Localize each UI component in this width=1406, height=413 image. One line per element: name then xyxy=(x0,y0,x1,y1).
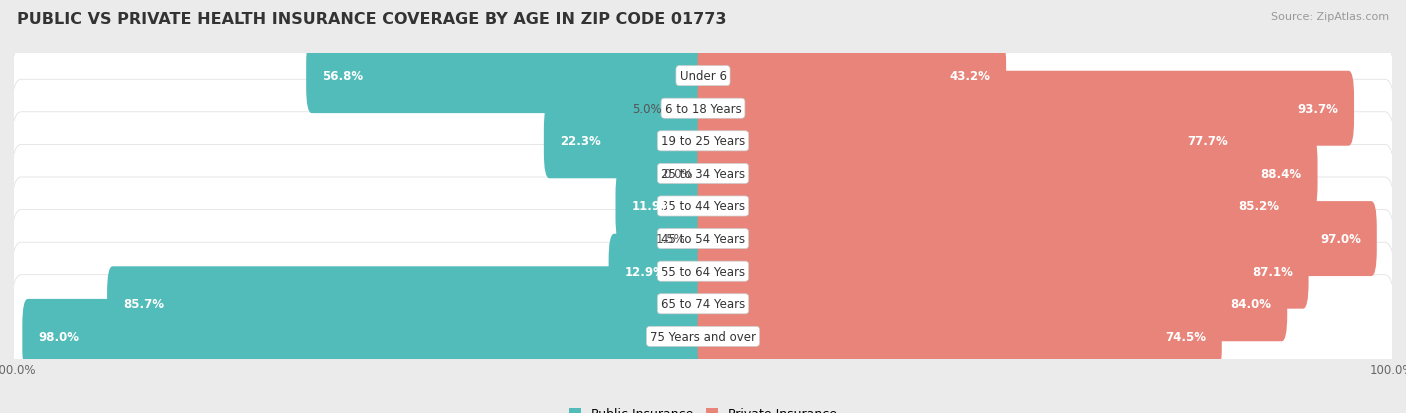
Text: 65 to 74 Years: 65 to 74 Years xyxy=(661,297,745,311)
Text: 84.0%: 84.0% xyxy=(1230,297,1271,311)
FancyBboxPatch shape xyxy=(697,39,1007,114)
Text: 75 Years and over: 75 Years and over xyxy=(650,330,756,343)
Text: 1.5%: 1.5% xyxy=(657,233,686,245)
Text: 35 to 44 Years: 35 to 44 Years xyxy=(661,200,745,213)
FancyBboxPatch shape xyxy=(11,15,1395,138)
Text: 56.8%: 56.8% xyxy=(322,70,363,83)
FancyBboxPatch shape xyxy=(307,39,709,114)
Text: 55 to 64 Years: 55 to 64 Years xyxy=(661,265,745,278)
FancyBboxPatch shape xyxy=(11,80,1395,203)
FancyBboxPatch shape xyxy=(697,71,1354,146)
Text: 11.9%: 11.9% xyxy=(631,200,672,213)
Legend: Public Insurance, Private Insurance: Public Insurance, Private Insurance xyxy=(568,407,838,413)
Text: 85.7%: 85.7% xyxy=(122,297,165,311)
Text: 12.9%: 12.9% xyxy=(624,265,665,278)
Text: 77.7%: 77.7% xyxy=(1187,135,1227,148)
Text: 97.0%: 97.0% xyxy=(1320,233,1361,245)
FancyBboxPatch shape xyxy=(11,210,1395,333)
FancyBboxPatch shape xyxy=(697,267,1288,342)
Text: 98.0%: 98.0% xyxy=(38,330,79,343)
FancyBboxPatch shape xyxy=(11,47,1395,171)
Text: 74.5%: 74.5% xyxy=(1166,330,1206,343)
FancyBboxPatch shape xyxy=(11,145,1395,268)
FancyBboxPatch shape xyxy=(697,299,1222,374)
Text: 85.2%: 85.2% xyxy=(1239,200,1279,213)
Text: 93.7%: 93.7% xyxy=(1298,102,1339,116)
FancyBboxPatch shape xyxy=(688,202,709,276)
Text: Under 6: Under 6 xyxy=(679,70,727,83)
FancyBboxPatch shape xyxy=(11,242,1395,366)
FancyBboxPatch shape xyxy=(697,234,1309,309)
Text: 6 to 18 Years: 6 to 18 Years xyxy=(665,102,741,116)
Text: 22.3%: 22.3% xyxy=(560,135,600,148)
FancyBboxPatch shape xyxy=(11,112,1395,235)
Text: 25 to 34 Years: 25 to 34 Years xyxy=(661,168,745,180)
Text: 87.1%: 87.1% xyxy=(1251,265,1292,278)
FancyBboxPatch shape xyxy=(11,178,1395,301)
Text: Source: ZipAtlas.com: Source: ZipAtlas.com xyxy=(1271,12,1389,22)
Text: 5.0%: 5.0% xyxy=(633,102,662,116)
Text: 88.4%: 88.4% xyxy=(1261,168,1302,180)
FancyBboxPatch shape xyxy=(664,71,709,146)
FancyBboxPatch shape xyxy=(616,169,709,244)
FancyBboxPatch shape xyxy=(107,267,709,342)
FancyBboxPatch shape xyxy=(697,202,1376,276)
FancyBboxPatch shape xyxy=(22,299,709,374)
Text: 43.2%: 43.2% xyxy=(949,70,990,83)
Text: PUBLIC VS PRIVATE HEALTH INSURANCE COVERAGE BY AGE IN ZIP CODE 01773: PUBLIC VS PRIVATE HEALTH INSURANCE COVER… xyxy=(17,12,727,27)
Text: 19 to 25 Years: 19 to 25 Years xyxy=(661,135,745,148)
Text: 45 to 54 Years: 45 to 54 Years xyxy=(661,233,745,245)
Text: 0.0%: 0.0% xyxy=(664,168,693,180)
FancyBboxPatch shape xyxy=(609,234,709,309)
FancyBboxPatch shape xyxy=(697,137,1317,211)
FancyBboxPatch shape xyxy=(697,104,1244,179)
FancyBboxPatch shape xyxy=(11,275,1395,398)
FancyBboxPatch shape xyxy=(544,104,709,179)
FancyBboxPatch shape xyxy=(697,169,1295,244)
